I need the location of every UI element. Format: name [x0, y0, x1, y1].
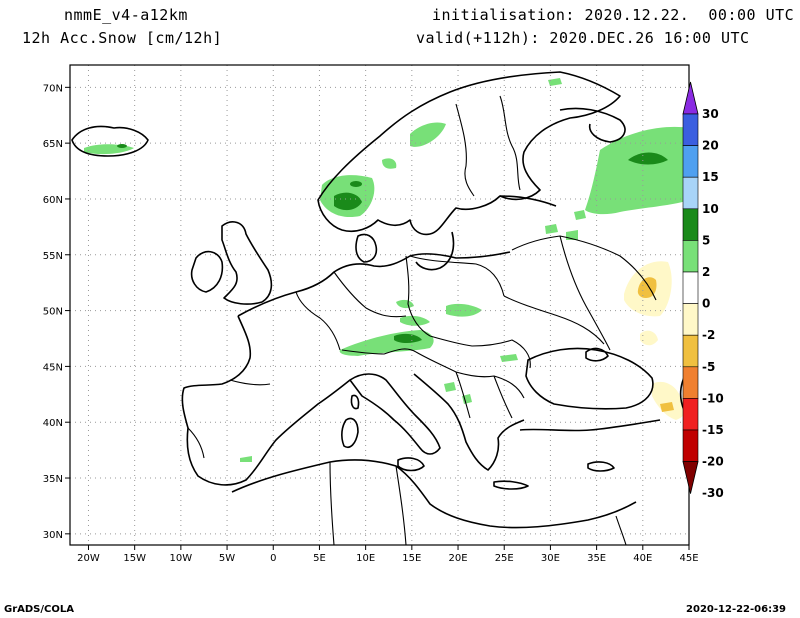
model-name: nmmE_v4-a12km — [64, 6, 188, 24]
valid-time: valid(+112h): 2020.DEC.26 16:00 UTC — [416, 29, 750, 47]
legend-label: -20 — [702, 455, 724, 469]
legend-swatch — [682, 145, 699, 178]
lat-tick-label: 50N — [43, 307, 63, 318]
lon-tick-label: 10W — [170, 553, 193, 564]
legend-swatch — [682, 429, 699, 462]
legend-swatch — [682, 240, 699, 273]
legend-label: -5 — [702, 360, 715, 374]
legend-swatch — [682, 176, 699, 210]
initialisation-time: initialisation: 2020.12.22. 00:00 UTC — [432, 6, 795, 24]
lat-tick-label: 60N — [43, 195, 63, 206]
lon-tick-label: 25E — [495, 553, 514, 564]
lon-tick-label: 5E — [313, 553, 326, 564]
legend-label: -10 — [702, 391, 724, 405]
lat-tick-label: 35N — [43, 474, 63, 485]
lat-tick-label: 45N — [43, 362, 63, 373]
legend-swatch — [682, 334, 699, 368]
longitude-axis: 20W 15W 10W 5W 0 5E 10E 15E 20E 25E 30E 35E 40E 45E — [77, 545, 699, 564]
legend-swatch — [682, 398, 699, 431]
render-timestamp: 2020-12-22-06:39 — [686, 604, 786, 615]
lon-tick-label: 20W — [77, 553, 100, 564]
legend-label: -15 — [702, 423, 724, 437]
legend-label: 20 — [702, 139, 719, 153]
legend-swatch — [682, 271, 699, 304]
legend-label: 30 — [702, 107, 719, 121]
lat-tick-label: 40N — [43, 418, 63, 429]
legend-top-arrow — [682, 81, 699, 115]
legend-swatch — [682, 303, 699, 336]
lon-tick-label: 35E — [587, 553, 606, 564]
legend-label: -30 — [702, 486, 724, 500]
software-credit: GrADS/COLA — [4, 604, 74, 615]
field-name: 12h Acc.Snow [cm/12h] — [22, 29, 223, 47]
legend-swatch — [682, 366, 699, 399]
lon-tick-label: 45E — [679, 553, 698, 564]
lat-tick-label: 70N — [43, 83, 63, 94]
legend-label: 5 — [702, 233, 710, 247]
latitude-axis: 30N 35N 40N 45N 50N 55N 60N 65N 70N — [43, 83, 70, 541]
legend-label: 15 — [702, 170, 719, 184]
coastlines — [71, 71, 691, 529]
lon-tick-label: 15E — [402, 553, 421, 564]
lat-tick-label: 30N — [43, 530, 63, 541]
legend-label: 0 — [702, 297, 710, 311]
lon-tick-label: 5W — [219, 553, 235, 564]
legend-swatch — [682, 208, 699, 241]
lon-tick-label: 20E — [449, 553, 468, 564]
lon-tick-label: 10E — [356, 553, 375, 564]
lon-tick-label: 0 — [270, 553, 276, 564]
legend-label: 2 — [702, 265, 710, 279]
lon-tick-label: 40E — [633, 553, 652, 564]
lat-lon-grid — [70, 65, 689, 545]
legend-bottom-arrow — [682, 461, 699, 494]
national-borders — [187, 95, 657, 546]
lat-tick-label: 55N — [43, 251, 63, 262]
legend-swatch — [682, 113, 699, 146]
lat-tick-label: 65N — [43, 139, 63, 150]
snowfall-shading — [84, 78, 690, 462]
lon-tick-label: 30E — [541, 553, 560, 564]
lon-tick-label: 15W — [123, 553, 146, 564]
legend-label: 10 — [702, 202, 719, 216]
legend-label: -2 — [702, 328, 715, 342]
